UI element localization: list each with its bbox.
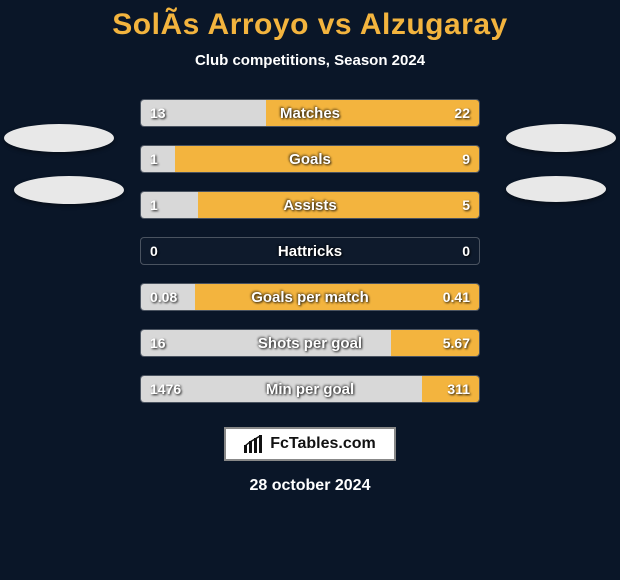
stat-row: Matches1322 (140, 99, 480, 127)
bar-left (141, 376, 422, 402)
bar-right (195, 284, 479, 310)
bar-right (266, 100, 479, 126)
stat-row: Assists15 (140, 191, 480, 219)
snapshot-date: 28 october 2024 (250, 477, 371, 495)
source-logo: FcTables.com (224, 427, 396, 461)
bar-right (175, 146, 479, 172)
bar-track (140, 191, 480, 219)
bar-track (140, 237, 480, 265)
bar-left (141, 100, 266, 126)
bar-track (140, 145, 480, 173)
bar-track (140, 283, 480, 311)
stat-row: Min per goal1476311 (140, 375, 480, 403)
bar-left (141, 146, 175, 172)
bar-right (198, 192, 479, 218)
stat-row: Goals19 (140, 145, 480, 173)
stat-row: Hattricks00 (140, 237, 480, 265)
stat-row: Shots per goal165.67 (140, 329, 480, 357)
source-logo-text: FcTables.com (270, 435, 376, 453)
bar-left (141, 284, 195, 310)
page-title: SolÃ­s Arroyo vs Alzugaray (112, 8, 507, 42)
page-subtitle: Club competitions, Season 2024 (195, 52, 425, 69)
bar-right (422, 376, 479, 402)
bar-track (140, 329, 480, 357)
bar-left (141, 192, 198, 218)
comparison-card: SolÃ­s Arroyo vs Alzugaray Club competit… (0, 0, 620, 580)
bar-right (391, 330, 479, 356)
bar-left (141, 330, 391, 356)
bar-track (140, 375, 480, 403)
bar-track (140, 99, 480, 127)
comparison-bars: Matches1322 Goals19 Assists15 Hattricks00 Go… (0, 99, 620, 403)
chart-icon (244, 435, 264, 453)
stat-row: Goals per match0.080.41 (140, 283, 480, 311)
